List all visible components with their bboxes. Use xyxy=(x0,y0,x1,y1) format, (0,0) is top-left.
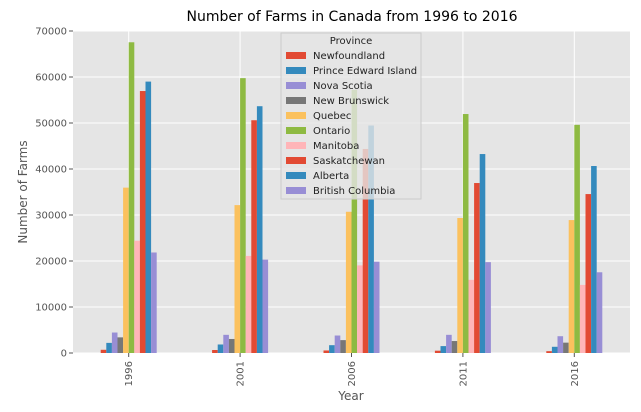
bar xyxy=(262,259,269,353)
bar xyxy=(434,350,441,353)
bar xyxy=(240,78,246,354)
legend-swatch xyxy=(286,67,306,74)
y-tick-label: 50000 xyxy=(35,119,67,130)
legend-swatch xyxy=(286,157,306,164)
legend-label: Alberta xyxy=(313,171,349,182)
bar xyxy=(323,350,330,353)
y-tick-label: 40000 xyxy=(35,165,67,176)
legend-swatch xyxy=(286,52,306,59)
bar xyxy=(145,81,152,353)
bar xyxy=(446,334,452,353)
legend-label: Quebec xyxy=(313,111,351,122)
bar xyxy=(151,252,157,353)
bar xyxy=(474,183,480,353)
bar xyxy=(111,332,118,353)
bar-series xyxy=(100,42,603,354)
legend-label: Prince Edward Island xyxy=(313,66,417,77)
y-tick-label: 70000 xyxy=(35,27,67,38)
bar xyxy=(117,337,124,353)
bar xyxy=(551,346,558,353)
bar xyxy=(256,106,263,354)
x-tick-label: 1996 xyxy=(124,361,135,386)
y-axis-ticks: 0 10000 20000 30000 40000 50000 60000 70000 xyxy=(35,27,73,360)
legend-swatch xyxy=(286,172,306,179)
bar xyxy=(334,335,341,353)
bar xyxy=(139,91,146,353)
legend-label: Ontario xyxy=(313,126,350,137)
bar xyxy=(591,166,597,353)
bar xyxy=(345,211,352,353)
bar xyxy=(462,114,469,353)
legend-swatch xyxy=(286,112,306,119)
bar xyxy=(557,336,564,353)
legend-swatch xyxy=(286,97,306,104)
bar xyxy=(574,124,580,353)
bar xyxy=(123,187,129,353)
bar xyxy=(245,255,252,353)
legend-label: New Brunswick xyxy=(313,96,389,107)
legend: Province Newfoundland Prince Edward Islan… xyxy=(280,32,422,200)
bar xyxy=(468,279,475,353)
bar xyxy=(440,346,447,353)
y-tick-label: 60000 xyxy=(35,73,67,84)
chart-title: Number of Farms in Canada from 1996 to 2… xyxy=(186,9,517,25)
bar xyxy=(479,154,486,353)
bar xyxy=(362,148,369,353)
bar xyxy=(563,342,569,353)
bar xyxy=(457,217,463,353)
bar xyxy=(329,345,335,353)
bar xyxy=(596,272,603,353)
bar xyxy=(351,89,358,353)
y-axis-title: Number of Farms xyxy=(16,140,30,243)
legend-swatch xyxy=(286,142,306,149)
bar xyxy=(223,334,229,353)
y-tick-label: 20000 xyxy=(35,257,67,268)
x-tick-label: 2006 xyxy=(347,361,358,386)
bar xyxy=(212,350,218,353)
legend-label: Manitoba xyxy=(313,141,359,152)
bar xyxy=(128,42,135,354)
legend-title: Province xyxy=(330,36,373,47)
x-tick-label: 2001 xyxy=(236,361,247,386)
bar xyxy=(234,205,241,353)
x-tick-label: 2016 xyxy=(570,361,581,386)
bar xyxy=(251,120,257,354)
bar xyxy=(357,265,363,353)
bar xyxy=(340,340,346,353)
bar xyxy=(373,261,380,353)
bar xyxy=(546,351,552,353)
bar xyxy=(485,262,491,353)
legend-swatch xyxy=(286,127,306,134)
legend-label: British Columbia xyxy=(313,186,395,197)
legend-label: Nova Scotia xyxy=(313,81,373,92)
bar xyxy=(106,342,112,353)
legend-label: Saskatchewan xyxy=(313,156,385,167)
legend-swatch xyxy=(286,82,306,89)
bar xyxy=(134,240,140,353)
x-axis-ticks: 1996 2001 2006 2011 2016 xyxy=(124,353,581,386)
bar xyxy=(451,341,458,353)
legend-swatch xyxy=(286,187,306,194)
bar xyxy=(568,220,575,353)
bar xyxy=(100,349,107,353)
y-tick-label: 30000 xyxy=(35,211,67,222)
bar xyxy=(585,194,592,353)
bar xyxy=(579,284,586,353)
bar xyxy=(368,125,374,353)
y-tick-label: 0 xyxy=(61,349,67,360)
legend-label: Newfoundland xyxy=(313,51,385,62)
x-axis-title: Year xyxy=(337,389,363,403)
x-tick-label: 2011 xyxy=(458,361,469,386)
bar xyxy=(228,338,235,353)
bar xyxy=(217,344,224,353)
y-tick-label: 10000 xyxy=(35,303,67,314)
